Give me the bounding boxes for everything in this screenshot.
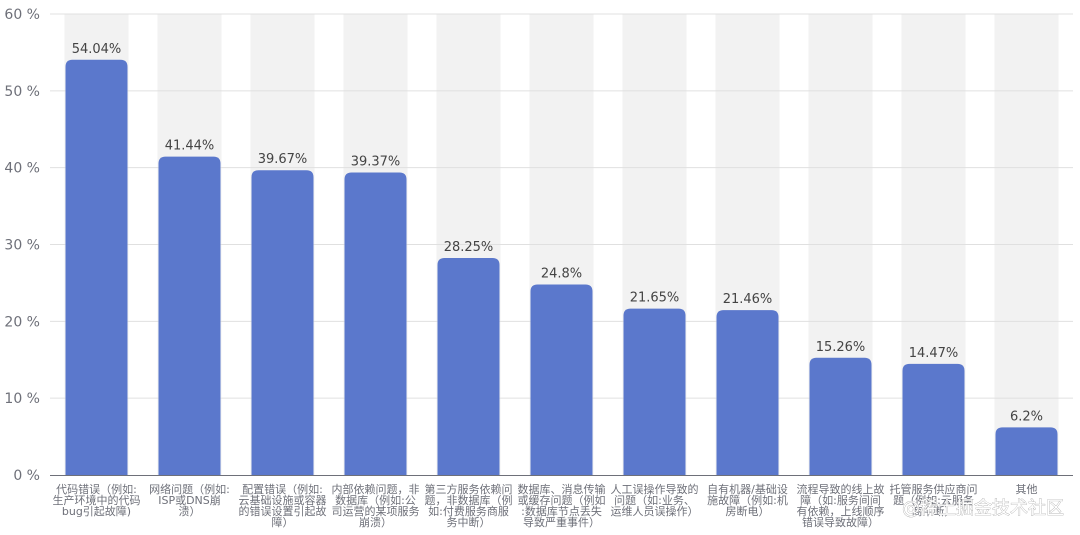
y-tick-label: 40 %	[4, 161, 40, 177]
y-tick-label: 60 %	[4, 7, 40, 23]
data-label: 39.67%	[258, 152, 308, 167]
x-tick-label: 配置错误（例如:云基础设施或容器的错误设置引起故障）	[239, 482, 327, 529]
y-tick-label: 20 %	[4, 314, 40, 330]
y-tick-label: 30 %	[4, 238, 40, 254]
y-tick-label: 50 %	[4, 84, 40, 100]
bar	[344, 172, 407, 475]
x-tick-label: 数据库、消息传输或缓存问题（例如:数据库节点丢失导致严重事件）	[518, 482, 606, 529]
data-label: 6.2%	[1010, 409, 1043, 424]
bar	[623, 308, 686, 475]
x-tick-label: 流程导致的线上故障（如:服务间间有依赖，上线顺序错误导致故障）	[797, 482, 885, 529]
x-tick-label: 自有机器/基础设施故障（例如:机房断电）	[707, 482, 788, 518]
bar	[809, 357, 872, 475]
x-tick-label: 代码错误（例如:生产环境中的代码 bug引起故障)	[53, 482, 141, 518]
x-tick-label: 人工误操作导致的问题（如:业务、运维人员误操作）	[611, 482, 699, 518]
bar	[437, 257, 500, 475]
bar	[158, 156, 221, 475]
bar	[716, 310, 779, 475]
data-label: 21.46%	[723, 292, 773, 307]
y-tick-label: 10 %	[4, 391, 40, 407]
x-tick-label: 第三方服务依赖问题，非数据库（例如:付费服务商服务中断）	[425, 482, 513, 529]
y-tick-label: 0 %	[13, 468, 40, 484]
data-label: 24.8%	[541, 266, 582, 281]
data-label: 39.37%	[351, 155, 401, 170]
data-label: 54.04%	[72, 42, 122, 57]
bar	[65, 59, 128, 476]
data-label: 21.65%	[630, 291, 680, 306]
data-label: 15.26%	[816, 340, 866, 355]
x-tick-label: 网络问题（例如: ISP或DNS崩溃）	[149, 482, 230, 518]
bar	[530, 284, 593, 475]
x-tick-label: 内部依赖问题，非数据库（例如:公司运营的某项服务崩溃）	[332, 482, 420, 529]
bar	[995, 427, 1058, 475]
data-label: 14.47%	[909, 346, 959, 361]
bar	[251, 170, 314, 476]
watermark: @稀土掘金技术社区	[902, 498, 1064, 519]
x-tick-label: 托管服务供应商问题（例如:云服务商中断）	[890, 482, 978, 518]
bar	[902, 363, 965, 475]
bars	[65, 59, 1058, 476]
x-axis: 代码错误（例如:生产环境中的代码 bug引起故障)网络问题（例如: ISP或DNS崩…	[50, 475, 1073, 529]
data-labels: 54.04% 41.44% 39.67% 39.37% 28.25% 24.8% 21.65…	[72, 42, 1043, 425]
y-axis: 0 % 10 % 20 % 30 % 40 % 50 % 60 %	[4, 7, 40, 484]
data-label: 28.25%	[444, 240, 494, 255]
x-tick-label: 其他	[1016, 483, 1038, 496]
data-label: 41.44%	[165, 139, 215, 154]
